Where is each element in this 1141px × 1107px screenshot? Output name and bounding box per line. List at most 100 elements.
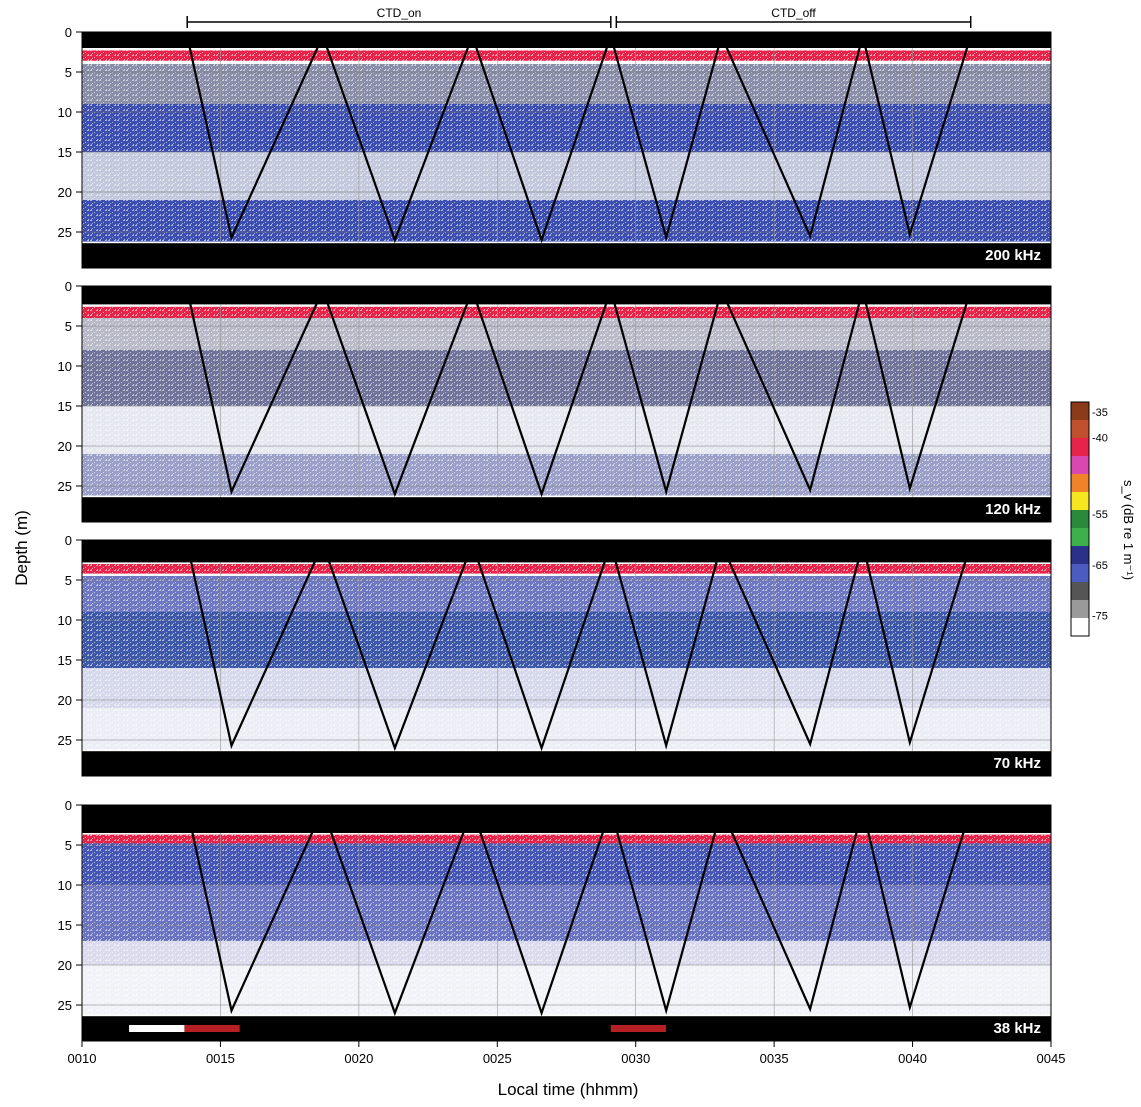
colorbar-swatch (1071, 600, 1089, 619)
colorbar-swatch (1071, 474, 1089, 493)
seabed (82, 751, 1051, 776)
period-ctd-off: CTD_off (615, 6, 972, 28)
colorbar-swatch (1071, 564, 1089, 583)
backscatter-texture (82, 885, 1051, 941)
x-axis-title: Local time (hhmm) (498, 1080, 639, 1099)
ctd-profile-line (186, 805, 972, 1017)
colorbar-swatch (1071, 492, 1089, 511)
colorbar-swatches (1071, 402, 1089, 637)
echogram-panel: 0 5 10 15 20 25 38 kHz (58, 798, 1052, 1042)
backscatter-texture (82, 318, 1051, 350)
x-tick-label: 0025 (483, 1051, 512, 1066)
backscatter-texture (82, 200, 1051, 242)
ctd-profile-line (186, 540, 972, 752)
x-tick-label: 0045 (1037, 1051, 1066, 1066)
backscatter-texture (82, 564, 1051, 574)
colorbar-swatch (1071, 438, 1089, 457)
colorbar-label: -55 (1092, 509, 1108, 521)
y-tick-label: 5 (65, 65, 72, 80)
y-tick-label: 15 (58, 399, 72, 414)
y-tick-label: 25 (58, 479, 72, 494)
y-tick-label: 10 (58, 105, 72, 120)
backscatter-texture (82, 406, 1051, 454)
y-tick-label: 10 (58, 878, 72, 893)
colorbar-swatch (1071, 582, 1089, 601)
backscatter-texture (82, 64, 1051, 104)
backscatter-texture (82, 104, 1051, 152)
colorbar-swatch (1071, 456, 1089, 475)
panel-frame (81, 31, 1052, 269)
echogram-panel: 0 5 10 15 20 25 70 kHz (58, 533, 1052, 777)
y-tick-label: 10 (58, 613, 72, 628)
x-tick-label: 0030 (621, 1051, 650, 1066)
surface-band (82, 286, 1051, 305)
backscatter-texture (82, 152, 1051, 200)
x-axis-ticks: 0010 0015 0020 0025 0030 0035 0040 0045 (68, 1041, 1066, 1066)
timeline-segment (184, 1025, 240, 1032)
frequency-label: 200 kHz (985, 247, 1041, 264)
echogram-panel: 0 5 10 15 20 25 120 kHz (58, 279, 1052, 523)
colorbar-swatch (1071, 546, 1089, 565)
backscatter-texture (82, 708, 1051, 750)
y-tick-label: 0 (65, 798, 72, 813)
colorbar-title: s_v (dB re 1 m⁻¹) (1121, 480, 1136, 580)
y-tick-label: 15 (58, 653, 72, 668)
backscatter-texture (82, 50, 1051, 61)
y-tick-label: 15 (58, 145, 72, 160)
colorbar-label: -75 (1092, 611, 1108, 623)
colorbar: -35 -40 -55 -65 -75 s_v (dB re 1 m⁻¹) (1070, 401, 1136, 637)
y-tick-label: 15 (58, 918, 72, 933)
x-tick-label: 0020 (344, 1051, 373, 1066)
panel-frame (81, 804, 1052, 1042)
backscatter-texture (82, 576, 1051, 612)
frequency-label: 120 kHz (985, 501, 1041, 518)
colorbar-frame (1070, 401, 1090, 637)
ctd-periods: CTD_on CTD_off (186, 6, 972, 28)
backscatter-texture (82, 834, 1051, 844)
colorbar-label: -40 (1092, 433, 1108, 445)
x-tick-label: 0010 (68, 1051, 97, 1066)
timeline-segment (239, 1025, 611, 1032)
colorbar-label: -35 (1092, 407, 1108, 419)
y-tick-label: 20 (58, 958, 72, 973)
period-ctd-on: CTD_on (186, 6, 612, 28)
y-tick-label: 25 (58, 733, 72, 748)
y-tick-label: 0 (65, 25, 72, 40)
y-axis-title: Depth (m) (12, 510, 31, 586)
timeline-segment (610, 1025, 667, 1032)
surface-band (82, 32, 1051, 48)
colorbar-swatch (1071, 528, 1089, 547)
y-tick-label: 5 (65, 573, 72, 588)
colorbar-swatch (1071, 402, 1089, 421)
colorbar-swatch (1071, 510, 1089, 529)
seabed (82, 497, 1051, 522)
x-tick-label: 0015 (206, 1051, 235, 1066)
backscatter-texture (82, 350, 1051, 406)
frequency-label: 38 kHz (993, 1020, 1041, 1037)
x-tick-label: 0040 (898, 1051, 927, 1066)
seabed (82, 243, 1051, 268)
surface-band (82, 540, 1051, 563)
period-label-ctd-off: CTD_off (771, 6, 816, 20)
timeline-segment (666, 1025, 1051, 1032)
backscatter-texture (82, 941, 1051, 965)
y-tick-label: 20 (58, 439, 72, 454)
backscatter-texture (82, 306, 1051, 318)
timeline-segment (129, 1025, 185, 1032)
backscatter-texture (82, 843, 1051, 885)
echogram-panel: 0 5 10 15 20 25 200 kHz (58, 25, 1052, 269)
y-tick-label: 20 (58, 185, 72, 200)
y-tick-label: 20 (58, 693, 72, 708)
surface-band (82, 805, 1051, 833)
y-tick-label: 25 (58, 225, 72, 240)
y-tick-label: 25 (58, 998, 72, 1013)
y-tick-label: 10 (58, 359, 72, 374)
y-tick-label: 0 (65, 533, 72, 548)
colorbar-swatch (1071, 420, 1089, 439)
y-tick-label: 0 (65, 279, 72, 294)
ctd-profile-line (186, 32, 972, 244)
backscatter-texture (82, 454, 1051, 496)
x-tick-label: 0035 (760, 1051, 789, 1066)
echogram-panels: 0 5 10 15 20 25 200 kHz 0 5 10 15 20 25 120 kHz 0 5 10 15… (58, 25, 1052, 1042)
